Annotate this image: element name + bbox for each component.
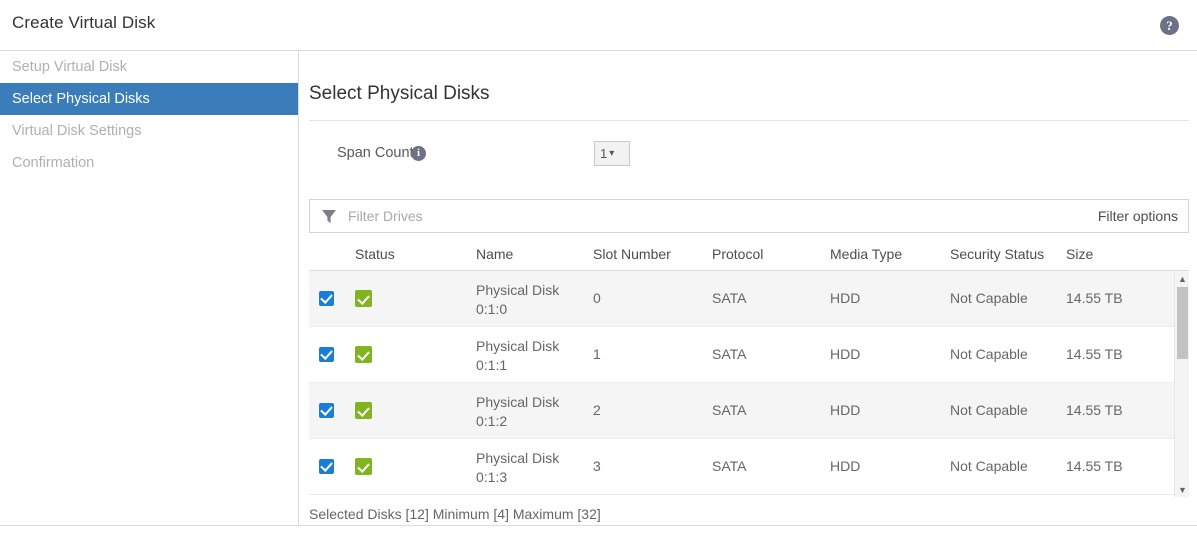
cell-name: Physical Disk 0:1:0 bbox=[476, 282, 560, 317]
column-header-media-type[interactable]: Media Type bbox=[830, 246, 903, 262]
scroll-down-arrow-icon[interactable]: ▼ bbox=[1178, 485, 1187, 495]
cell-slot-number: 3 bbox=[593, 458, 601, 474]
row-select-checkbox[interactable] bbox=[319, 347, 334, 362]
status-ok-icon bbox=[355, 290, 372, 307]
span-count-label: Span Count bbox=[337, 145, 414, 161]
table-row[interactable]: Physical Disk 0:1:3 3 SATA HDD Not Capab… bbox=[309, 439, 1189, 495]
sidebar-item-confirmation[interactable]: Confirmation bbox=[12, 155, 95, 171]
sidebar-item-virtual-disk-settings[interactable]: Virtual Disk Settings bbox=[12, 123, 142, 139]
cell-protocol: SATA bbox=[712, 402, 747, 418]
column-header-slot-number[interactable]: Slot Number bbox=[593, 246, 671, 262]
status-ok-icon bbox=[355, 402, 372, 419]
table-row[interactable]: Physical Disk 0:1:2 2 SATA HDD Not Capab… bbox=[309, 383, 1189, 439]
bottom-divider bbox=[0, 525, 1197, 526]
cell-size: 14.55 TB bbox=[1066, 458, 1123, 474]
selected-disks-summary: Selected Disks [12] Minimum [4] Maximum … bbox=[309, 506, 601, 522]
cell-slot-number: 2 bbox=[593, 402, 601, 418]
cell-media-type: HDD bbox=[830, 290, 861, 306]
cell-security-status: Not Capable bbox=[950, 290, 1028, 306]
main-content: Select Physical Disks Span Count i 1 ▾ F… bbox=[299, 51, 1197, 525]
help-circle-icon[interactable]: ? bbox=[1160, 16, 1179, 35]
filter-drives-input[interactable]: Filter Drives bbox=[348, 208, 423, 224]
cell-protocol: SATA bbox=[712, 346, 747, 362]
cell-security-status: Not Capable bbox=[950, 402, 1028, 418]
physical-disks-table: Status Name Slot Number Protocol Media T… bbox=[309, 239, 1189, 497]
row-select-checkbox[interactable] bbox=[319, 291, 334, 306]
cell-protocol: SATA bbox=[712, 458, 747, 474]
table-row[interactable]: Physical Disk 0:1:0 0 SATA HDD Not Capab… bbox=[309, 271, 1189, 327]
cell-security-status: Not Capable bbox=[950, 458, 1028, 474]
column-header-status[interactable]: Status bbox=[355, 246, 395, 262]
table-header-row: Status Name Slot Number Protocol Media T… bbox=[309, 239, 1189, 271]
cell-media-type: HDD bbox=[830, 346, 861, 362]
window-title-bar: Create Virtual Disk ? bbox=[0, 0, 1197, 51]
cell-protocol: SATA bbox=[712, 290, 747, 306]
table-body: Physical Disk 0:1:0 0 SATA HDD Not Capab… bbox=[309, 271, 1189, 496]
sidebar-divider bbox=[298, 51, 299, 525]
cell-media-type: HDD bbox=[830, 402, 861, 418]
chevron-down-icon: ▾ bbox=[609, 148, 615, 159]
column-header-security-status[interactable]: Security Status bbox=[950, 246, 1045, 262]
cell-slot-number: 0 bbox=[593, 290, 601, 306]
info-circle-icon[interactable]: i bbox=[411, 146, 426, 161]
column-header-protocol[interactable]: Protocol bbox=[712, 246, 764, 262]
cell-name: Physical Disk 0:1:1 bbox=[476, 338, 560, 373]
span-count-select[interactable]: 1 ▾ bbox=[594, 141, 630, 166]
filter-bar: Filter Drives Filter options bbox=[309, 199, 1189, 233]
wizard-step-sidebar: Setup Virtual Disk Select Physical Disks… bbox=[0, 51, 298, 525]
section-title: Select Physical Disks bbox=[309, 83, 490, 104]
table-scrollbar[interactable]: ▲ ▼ bbox=[1174, 272, 1189, 497]
status-ok-icon bbox=[355, 458, 372, 475]
sidebar-item-select-physical-disks[interactable]: Select Physical Disks bbox=[0, 83, 298, 115]
sidebar-item-setup-virtual-disk[interactable]: Setup Virtual Disk bbox=[12, 59, 127, 75]
cell-size: 14.55 TB bbox=[1066, 402, 1123, 418]
column-header-size[interactable]: Size bbox=[1066, 246, 1094, 262]
cell-slot-number: 1 bbox=[593, 346, 601, 362]
cell-media-type: HDD bbox=[830, 458, 861, 474]
section-title-divider bbox=[309, 120, 1189, 121]
cell-security-status: Not Capable bbox=[950, 346, 1028, 362]
cell-size: 14.55 TB bbox=[1066, 346, 1123, 362]
scrollbar-thumb[interactable] bbox=[1177, 287, 1188, 359]
page-title: Create Virtual Disk bbox=[12, 13, 156, 32]
table-row[interactable]: Physical Disk 0:1:1 1 SATA HDD Not Capab… bbox=[309, 327, 1189, 383]
row-select-checkbox[interactable] bbox=[319, 459, 334, 474]
cell-size: 14.55 TB bbox=[1066, 290, 1123, 306]
status-ok-icon bbox=[355, 346, 372, 363]
cell-name: Physical Disk 0:1:2 bbox=[476, 394, 560, 429]
cell-name: Physical Disk 0:1:3 bbox=[476, 450, 560, 485]
filter-funnel-icon[interactable] bbox=[322, 209, 336, 224]
filter-options-link[interactable]: Filter options bbox=[1097, 208, 1178, 224]
column-header-name[interactable]: Name bbox=[476, 246, 514, 262]
row-select-checkbox[interactable] bbox=[319, 403, 334, 418]
span-count-value: 1 bbox=[600, 146, 608, 161]
scroll-up-arrow-icon[interactable]: ▲ bbox=[1178, 274, 1187, 284]
